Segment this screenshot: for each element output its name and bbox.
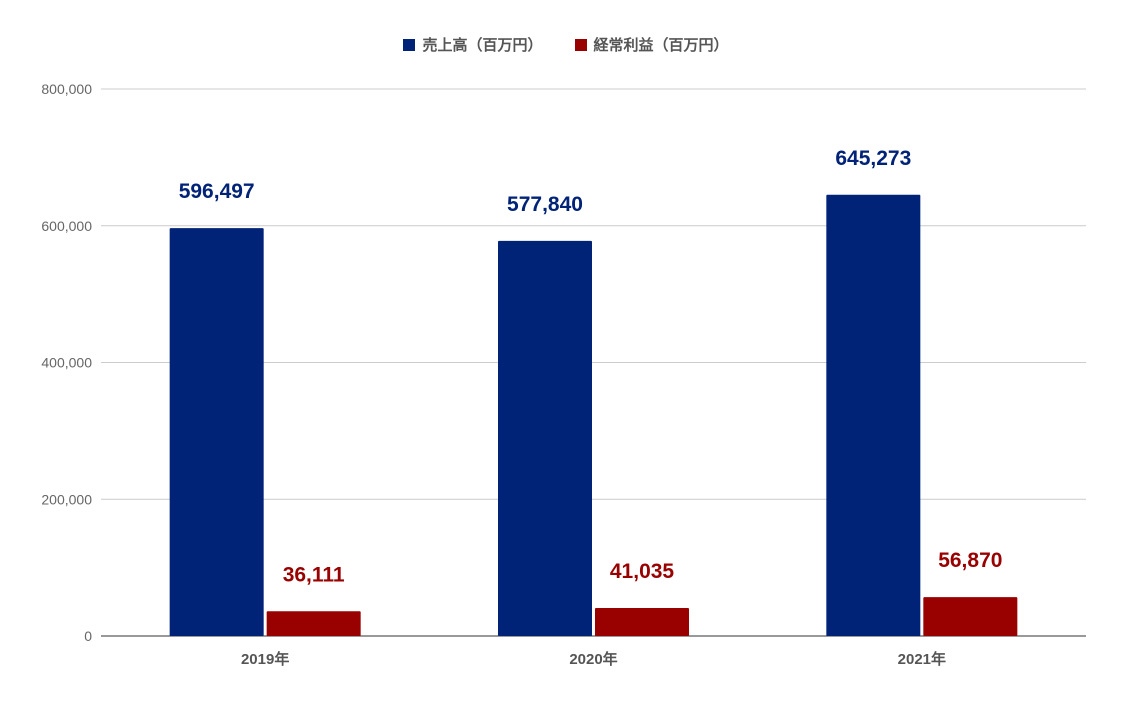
y-tick-label: 800,000 [41,81,92,97]
bar-profit [923,597,1018,636]
bar-profit [266,611,361,636]
legend-label-sales: 売上高（百万円） [422,37,543,54]
data-label-profit: 36,111 [283,563,345,586]
chart-legend: 売上高（百万円） 経常利益（百万円） [0,34,1122,55]
x-tick-label: 2019年 [241,650,289,668]
y-tick-label: 0 [84,628,92,644]
legend-label-profit: 経常利益（百万円） [593,37,729,54]
data-label-sales: 645,273 [835,147,911,170]
data-label-sales: 577,840 [507,193,583,216]
data-label-profit: 56,870 [938,549,1002,572]
bar-sales [169,228,264,636]
legend-swatch-profit [574,38,587,51]
bar-profit [595,607,689,636]
bar-sales [826,194,921,636]
bar-sales [498,240,592,636]
data-label-sales: 596,497 [179,180,255,203]
legend-item-profit[interactable]: 経常利益（百万円） [574,34,729,55]
y-tick-label: 200,000 [41,491,92,507]
legend-item-sales[interactable]: 売上高（百万円） [403,34,543,55]
legend-swatch-sales [403,38,416,51]
x-tick-label: 2020年 [569,650,617,668]
y-tick-label: 400,000 [41,355,92,371]
y-tick-label: 600,000 [41,218,92,234]
data-label-profit: 41,035 [610,560,675,583]
x-tick-label: 2021年 [898,650,946,668]
